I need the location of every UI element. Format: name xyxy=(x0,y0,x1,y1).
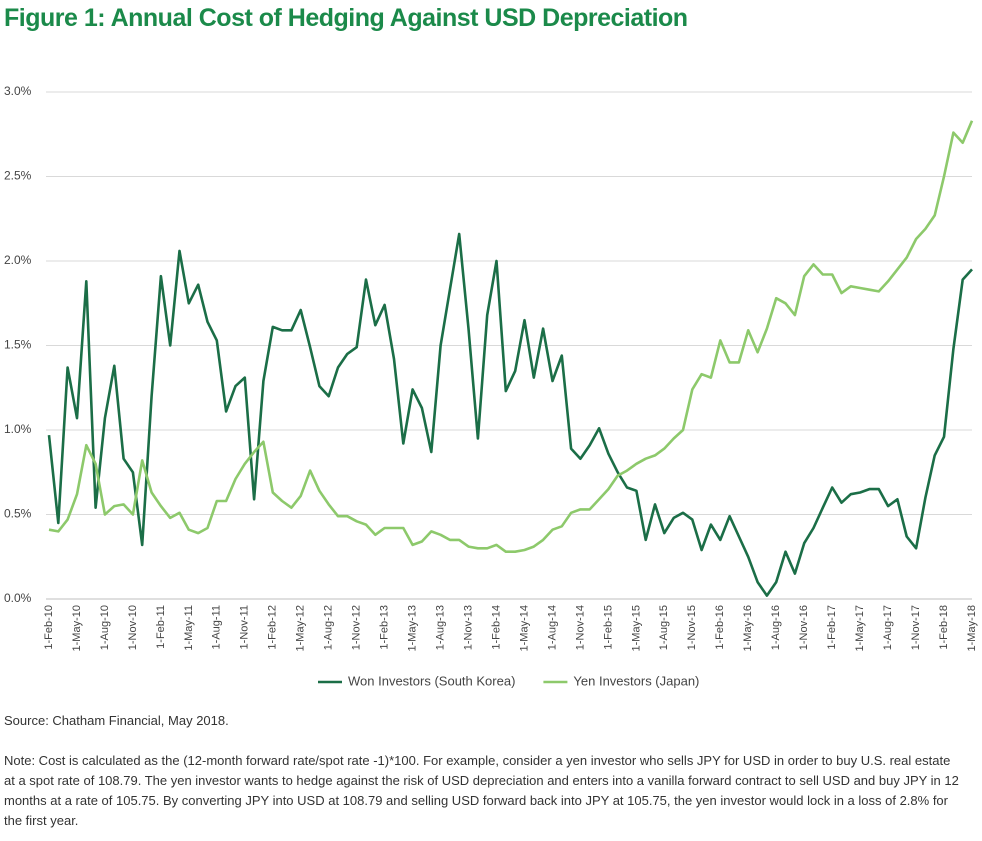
x-tick-label: 1-Aug-15 xyxy=(658,605,670,650)
x-tick-label: 1-Aug-12 xyxy=(323,605,335,650)
y-tick-label: 3.0% xyxy=(4,84,32,98)
series-line xyxy=(48,120,974,553)
note: Note: Cost is calculated as the (12-mont… xyxy=(4,753,959,828)
x-tick-label: 1-Nov-16 xyxy=(798,605,810,650)
x-tick-label: 1-May-11 xyxy=(183,605,195,651)
x-tick-label: 1-Nov-10 xyxy=(127,605,139,650)
x-tick-label: 1-Aug-14 xyxy=(546,605,558,650)
x-tick-label: 1-May-14 xyxy=(518,605,530,651)
y-tick-label: 2.0% xyxy=(4,253,32,267)
y-tick-label: 0.0% xyxy=(4,591,32,605)
x-tick-label: 1-Feb-18 xyxy=(938,605,950,650)
x-tick-label: 1-Nov-14 xyxy=(574,605,586,650)
y-tick-label: 0.5% xyxy=(4,507,32,521)
x-tick-label: 1-Nov-12 xyxy=(351,605,363,650)
x-tick-label: 1-May-16 xyxy=(742,605,754,651)
y-tick-label: 1.0% xyxy=(4,422,32,436)
y-tick-label: 2.5% xyxy=(4,169,32,183)
x-tick-label: 1-May-12 xyxy=(295,605,307,651)
y-tick-label: 1.5% xyxy=(4,338,32,352)
x-tick-label: 1-May-17 xyxy=(854,605,866,651)
x-tick-label: 1-Feb-16 xyxy=(714,605,726,650)
x-tick-label: 1-May-13 xyxy=(407,605,419,651)
x-tick-label: 1-Nov-13 xyxy=(462,605,474,650)
x-tick-label: 1-May-10 xyxy=(71,605,83,651)
x-tick-label: 1-Nov-15 xyxy=(686,605,698,650)
x-tick-label: 1-Aug-13 xyxy=(434,605,446,650)
chart-title: Figure 1: Annual Cost of Hedging Against… xyxy=(4,4,688,32)
x-tick-label: 1-Feb-15 xyxy=(602,605,614,650)
x-tick-label: 1-Nov-17 xyxy=(910,605,922,650)
x-tick-label: 1-Aug-16 xyxy=(770,605,782,650)
x-tick-label: 1-Feb-10 xyxy=(43,605,55,650)
x-tick-label: 1-May-18 xyxy=(966,605,978,651)
x-tick-label: 1-Feb-13 xyxy=(379,605,391,650)
source: Source: Chatham Financial, May 2018. xyxy=(4,713,229,728)
legend-label: Won Investors (South Korea) xyxy=(348,673,515,688)
x-tick-label: 1-Feb-14 xyxy=(490,605,502,650)
legend-label: Yen Investors (Japan) xyxy=(573,673,699,688)
x-tick-label: 1-May-15 xyxy=(630,605,642,651)
x-tick-label: 1-Feb-12 xyxy=(267,605,279,650)
x-tick-label: 1-Aug-17 xyxy=(882,605,894,650)
x-tick-label: 1-Feb-17 xyxy=(826,605,838,650)
x-tick-label: 1-Aug-11 xyxy=(211,605,223,649)
x-tick-label: 1-Nov-11 xyxy=(239,605,251,649)
x-tick-label: 1-Feb-11 xyxy=(155,605,167,649)
series-line xyxy=(47,232,973,597)
x-tick-label: 1-Aug-10 xyxy=(99,605,111,650)
